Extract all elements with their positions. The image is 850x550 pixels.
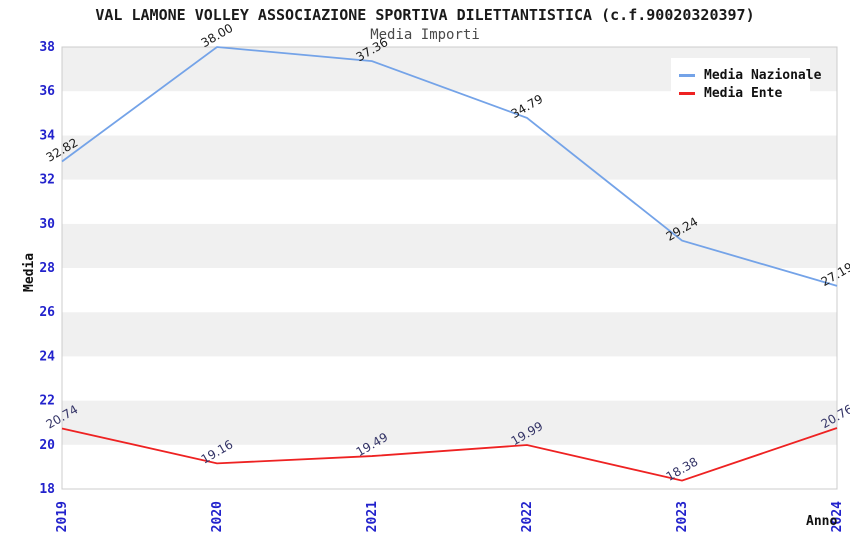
y-tick-label: 22 xyxy=(39,394,55,409)
y-tick-label: 34 xyxy=(39,128,55,143)
x-axis-title: Anno xyxy=(806,514,838,529)
chart-title: VAL LAMONE VOLLEY ASSOCIAZIONE SPORTIVA … xyxy=(95,6,755,24)
legend-item-media-ente: Media Ente xyxy=(679,86,810,101)
y-tick-label: 36 xyxy=(39,84,55,99)
x-tick-label: 2023 xyxy=(675,501,690,532)
plot-band xyxy=(62,400,837,445)
legend-label-media-nazionale: Media Nazionale xyxy=(704,68,822,83)
y-tick-label: 24 xyxy=(39,349,55,364)
x-tick-label: 2024 xyxy=(830,501,845,532)
plot-band xyxy=(62,356,837,401)
series-line-media-nazionale xyxy=(61,46,838,287)
y-tick-label: 20 xyxy=(39,438,55,453)
x-tick-label: 2022 xyxy=(520,501,535,532)
data-label: 38.00 xyxy=(199,21,236,50)
legend-item-media-nazionale: Media Nazionale xyxy=(679,68,821,83)
plot-band xyxy=(62,268,837,313)
series-line-media-ente xyxy=(61,427,838,482)
y-tick-label: 38 xyxy=(39,40,55,55)
media-nazionale-line-swatch xyxy=(679,74,695,77)
legend-label-media-ente: Media Ente xyxy=(704,86,783,101)
y-tick-label: 30 xyxy=(39,217,55,232)
y-tick-label: 28 xyxy=(39,261,55,276)
plot-band xyxy=(62,312,837,357)
plot-band xyxy=(62,179,837,224)
chart-subtitle: Media Importi xyxy=(370,27,480,43)
y-tick-label: 32 xyxy=(39,173,55,188)
legend: Media Nazionale Media Ente xyxy=(671,58,821,111)
plot-band xyxy=(62,135,837,180)
y-axis-title: Media xyxy=(22,252,37,292)
x-tick-label: 2019 xyxy=(55,501,70,532)
x-tick-label: 2021 xyxy=(365,501,380,532)
plot-border xyxy=(61,46,838,490)
media-ente-line-swatch xyxy=(679,92,695,95)
plot-band xyxy=(62,223,837,268)
y-tick-label: 18 xyxy=(39,482,55,497)
plot-band xyxy=(62,444,837,489)
y-tick-label: 26 xyxy=(39,305,55,320)
x-tick-label: 2020 xyxy=(210,501,225,532)
